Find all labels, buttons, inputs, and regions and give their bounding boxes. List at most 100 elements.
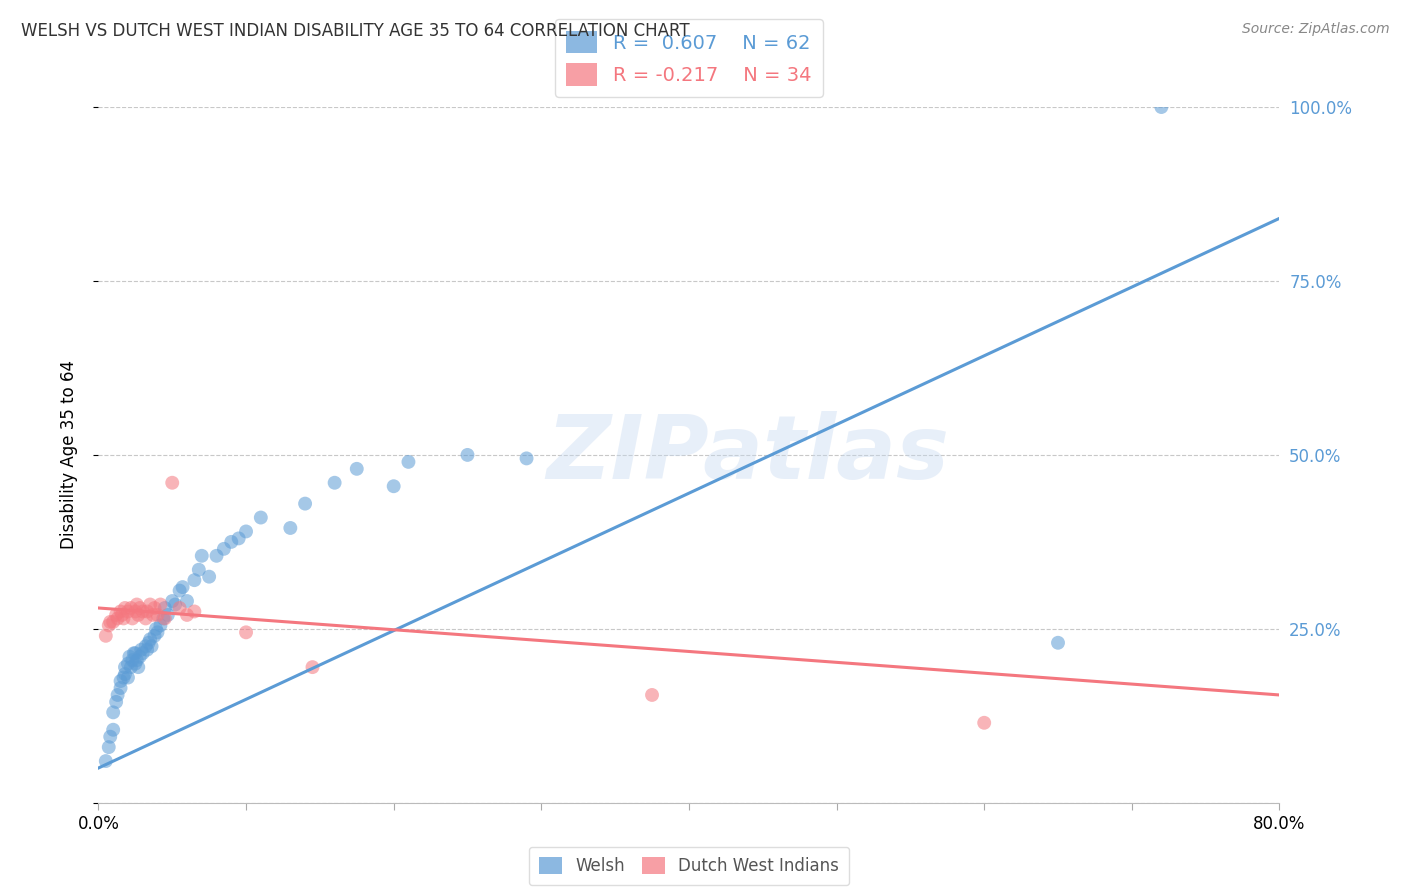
Point: [153, 601, 176, 615]
Point: [141, 639, 163, 653]
Legend: Welsh, Dutch West Indians: Welsh, Dutch West Indians: [529, 847, 849, 885]
Point: [169, 583, 191, 598]
Point: [107, 688, 129, 702]
Point: [107, 611, 129, 625]
Point: [176, 594, 198, 608]
Point: [135, 639, 157, 653]
Point: [294, 497, 316, 511]
Point: [117, 605, 139, 619]
Point: [146, 625, 169, 640]
Point: [187, 563, 209, 577]
Point: [117, 671, 139, 685]
Point: [149, 598, 172, 612]
Point: [457, 448, 479, 462]
Point: [156, 607, 179, 622]
Point: [143, 629, 166, 643]
Y-axis label: Disability Age 35 to 64: Disability Age 35 to 64: [59, 360, 77, 549]
Point: [124, 605, 146, 619]
Point: [124, 657, 146, 671]
Point: [183, 573, 205, 587]
Point: [143, 601, 166, 615]
Point: [125, 598, 148, 612]
Point: [169, 601, 191, 615]
Point: [103, 615, 125, 629]
Point: [120, 660, 142, 674]
Point: [98, 615, 121, 629]
Point: [973, 715, 995, 730]
Point: [124, 646, 146, 660]
Point: [97, 740, 120, 755]
Point: [149, 618, 172, 632]
Point: [136, 642, 159, 657]
Point: [103, 706, 125, 720]
Point: [228, 532, 250, 546]
Point: [153, 611, 176, 625]
Point: [110, 605, 132, 619]
Point: [139, 632, 162, 647]
Point: [105, 607, 128, 622]
Point: [127, 607, 149, 622]
Point: [135, 611, 157, 625]
Point: [176, 607, 198, 622]
Point: [301, 660, 323, 674]
Point: [146, 607, 169, 622]
Point: [165, 598, 187, 612]
Point: [139, 598, 162, 612]
Point: [235, 524, 257, 539]
Point: [136, 605, 159, 619]
Point: [145, 622, 167, 636]
Point: [162, 594, 183, 608]
Point: [111, 607, 134, 622]
Point: [641, 688, 664, 702]
Point: [323, 475, 346, 490]
Point: [212, 541, 235, 556]
Point: [94, 754, 117, 768]
Point: [110, 681, 132, 695]
Point: [114, 601, 136, 615]
Point: [205, 549, 228, 563]
Point: [280, 521, 302, 535]
Point: [398, 455, 420, 469]
Point: [128, 601, 150, 615]
Text: WELSH VS DUTCH WEST INDIAN DISABILITY AGE 35 TO 64 CORRELATION CHART: WELSH VS DUTCH WEST INDIAN DISABILITY AG…: [21, 22, 690, 40]
Text: ZIPatlas: ZIPatlas: [547, 411, 949, 499]
Point: [132, 605, 155, 619]
Point: [120, 601, 142, 615]
Point: [112, 611, 135, 625]
Point: [122, 646, 145, 660]
Point: [117, 657, 139, 671]
Point: [97, 618, 120, 632]
Point: [142, 607, 165, 622]
Point: [98, 730, 121, 744]
Point: [152, 611, 174, 625]
Point: [172, 580, 194, 594]
Point: [221, 534, 243, 549]
Point: [128, 649, 150, 664]
Point: [162, 475, 183, 490]
Point: [121, 611, 143, 625]
Point: [112, 671, 135, 685]
Point: [118, 649, 141, 664]
Point: [103, 723, 125, 737]
Point: [198, 570, 221, 584]
Point: [105, 695, 128, 709]
Text: Source: ZipAtlas.com: Source: ZipAtlas.com: [1241, 22, 1389, 37]
Point: [382, 479, 405, 493]
Point: [121, 653, 143, 667]
Point: [114, 660, 136, 674]
Point: [183, 605, 205, 619]
Point: [516, 451, 538, 466]
Point: [250, 510, 273, 524]
Point: [114, 667, 136, 681]
Point: [125, 653, 148, 667]
Point: [138, 636, 160, 650]
Point: [1150, 100, 1173, 114]
Point: [1046, 636, 1070, 650]
Point: [129, 642, 152, 657]
Point: [346, 462, 368, 476]
Point: [235, 625, 257, 640]
Point: [132, 646, 155, 660]
Point: [110, 674, 132, 689]
Point: [127, 660, 149, 674]
Point: [191, 549, 214, 563]
